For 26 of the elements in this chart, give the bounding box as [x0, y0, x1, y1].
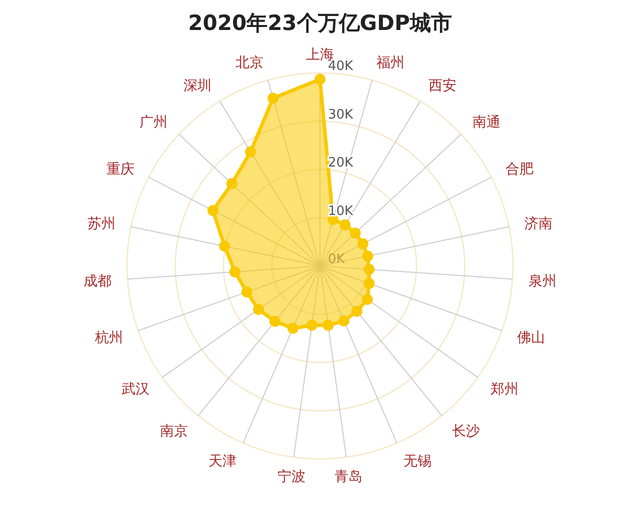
spoke-label: 苏州: [87, 216, 116, 232]
spoke-label: 济南: [524, 216, 553, 232]
y-tick-label: 0K: [328, 252, 346, 267]
spoke-label: 合肥: [506, 161, 534, 178]
chart-title: 2020年23个万亿GDP城市: [188, 11, 452, 35]
spoke-label: 南通: [472, 114, 501, 130]
spoke-label: 长沙: [452, 423, 480, 440]
spoke-label: 广州: [139, 114, 168, 130]
spoke-label: 北京: [236, 54, 264, 71]
spoke-label: 宁波: [278, 469, 306, 486]
spoke-label: 重庆: [106, 161, 134, 178]
spoke-label: 泉州: [528, 273, 557, 290]
spoke-label: 杭州: [94, 330, 124, 346]
y-tick-label: 30K: [328, 107, 354, 122]
spoke-label: 福州: [376, 54, 404, 71]
spoke-label: 郑州: [490, 381, 519, 398]
spoke-label: 南京: [160, 423, 188, 440]
spoke-label: 深圳: [183, 78, 212, 94]
spoke-label: 佛山: [516, 330, 545, 346]
spoke-label: 成都: [83, 273, 112, 290]
spoke-label: 青岛: [334, 469, 362, 486]
y-tick-label: 40K: [328, 59, 354, 74]
spoke-label: 天津: [208, 453, 237, 470]
spoke-label: 西安: [428, 78, 457, 94]
spoke-label: 武汉: [121, 381, 150, 398]
spoke-label: 无锡: [403, 453, 432, 470]
